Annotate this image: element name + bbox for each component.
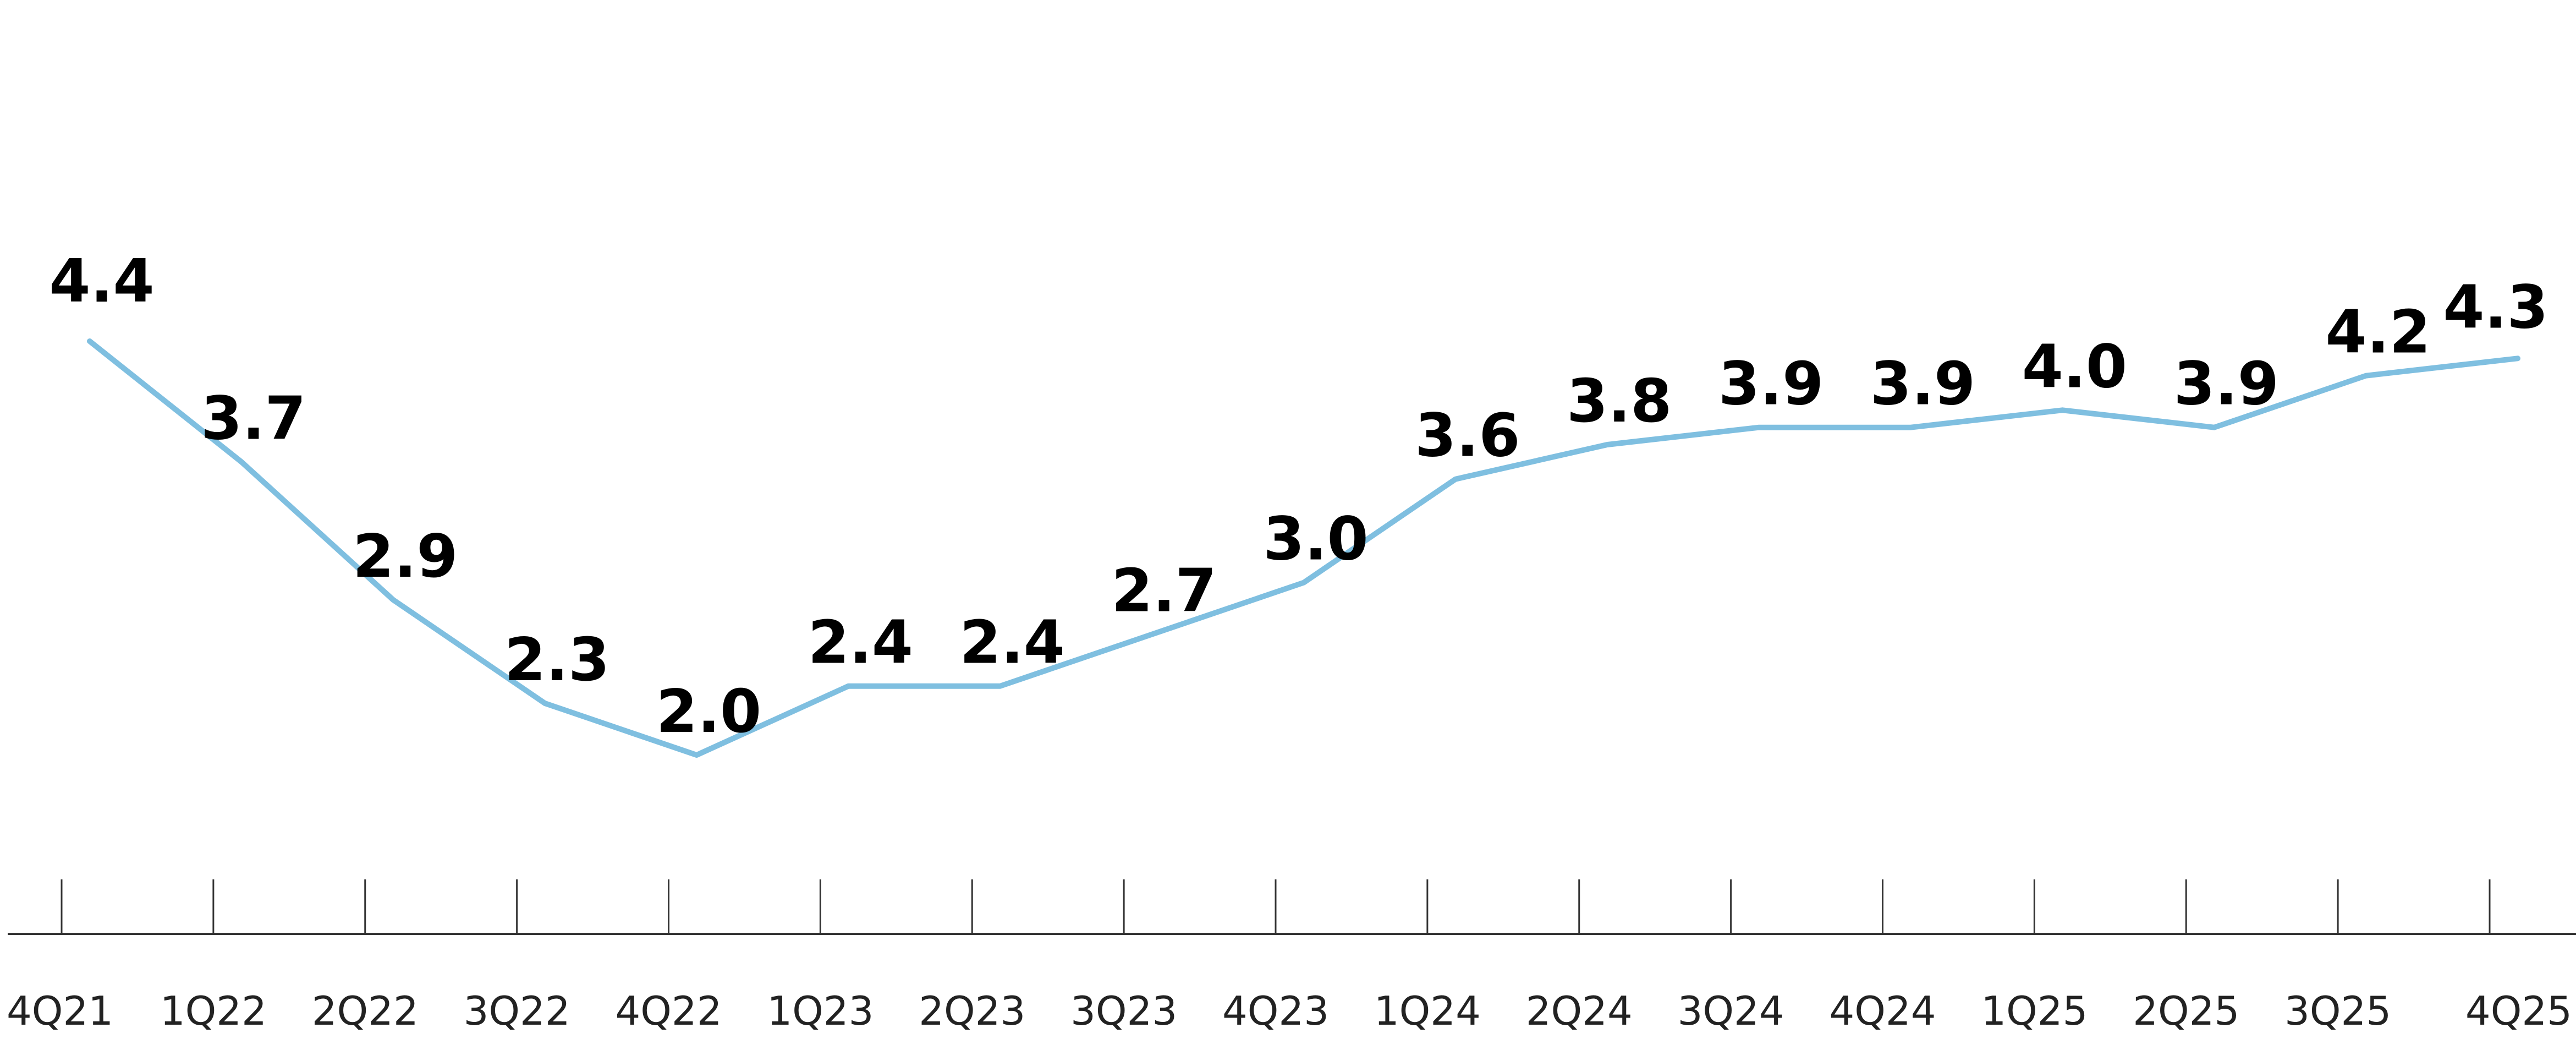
data-label-3Q23: 2.7 [1111, 557, 1216, 626]
x-tick-label-4Q23: 4Q23 [1222, 988, 1329, 1034]
x-axis-tick-labels: 4Q21 1Q22 2Q22 3Q22 4Q22 1Q23 2Q23 3Q23 4Q23 1Q24… [7, 988, 2572, 1034]
data-label-3Q24: 3.9 [1718, 350, 1823, 419]
x-tick-label-4Q25: 4Q25 [2465, 988, 2572, 1034]
x-tick-label-3Q22: 3Q22 [464, 988, 570, 1034]
data-label-4Q25: 4.3 [2443, 273, 2548, 342]
data-label-1Q23: 2.4 [808, 609, 913, 677]
x-tick-label-4Q24: 4Q24 [1829, 988, 1936, 1034]
x-tick-label-2Q22: 2Q22 [312, 988, 419, 1034]
x-tick-label-3Q25: 3Q25 [2284, 988, 2391, 1034]
x-tick-label-1Q23: 1Q23 [767, 988, 874, 1034]
data-label-1Q22: 3.7 [201, 384, 306, 453]
data-label-4Q23: 3.0 [1263, 505, 1368, 574]
x-tick-label-1Q24: 1Q24 [1374, 988, 1481, 1034]
x-tick-label-2Q25: 2Q25 [2133, 988, 2239, 1034]
data-label-3Q25: 4.2 [2325, 298, 2430, 367]
data-label-3Q22: 2.3 [504, 626, 609, 694]
data-label-2Q24: 3.8 [1567, 367, 1672, 436]
x-tick-label-3Q24: 3Q24 [1678, 988, 1784, 1034]
x-tick-label-1Q22: 1Q22 [160, 988, 267, 1034]
data-label-1Q24: 3.6 [1415, 402, 1520, 471]
x-tick-label-1Q25: 1Q25 [1981, 988, 2088, 1034]
data-label-4Q21: 4.4 [49, 247, 154, 316]
x-axis-ticks [61, 879, 2491, 934]
x-tick-label-3Q23: 3Q23 [1070, 988, 1177, 1034]
data-label-2Q23: 2.4 [960, 609, 1065, 677]
data-label-1Q25: 4.0 [2022, 332, 2127, 401]
x-tick-label-4Q21: 4Q21 [7, 988, 113, 1034]
x-tick-label-4Q22: 4Q22 [615, 988, 722, 1034]
data-labels: 4.4 3.7 2.9 2.3 2.0 2.4 2.4 2.7 3.0 3.6 3.8 3.9 3.9 4… [49, 247, 2548, 746]
series-line [87, 338, 2520, 758]
data-label-2Q25: 3.9 [2174, 350, 2279, 419]
data-label-2Q22: 2.9 [353, 522, 458, 591]
x-tick-label-2Q24: 2Q24 [1526, 988, 1633, 1034]
data-label-4Q24: 3.9 [1870, 350, 1975, 419]
x-tick-label-2Q23: 2Q23 [919, 988, 1025, 1034]
data-label-4Q22: 2.0 [656, 677, 761, 746]
